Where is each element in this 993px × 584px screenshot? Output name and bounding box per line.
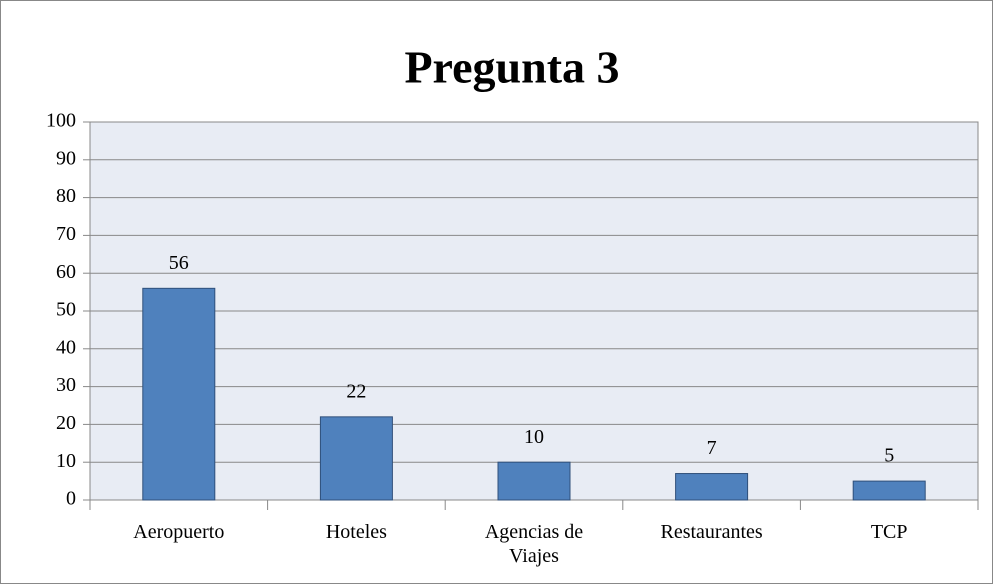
y-tick-label: 100 [46, 110, 76, 132]
chart-title: Pregunta 3 [404, 42, 619, 93]
x-tick-label: TCP [870, 521, 908, 543]
y-tick-label: 60 [56, 261, 76, 283]
y-tick-label: 80 [56, 185, 76, 207]
y-tick-label: 70 [56, 223, 76, 245]
bar [319, 416, 393, 501]
y-tick-label: 0 [66, 488, 76, 510]
data-label: 5 [884, 445, 894, 467]
y-tick-label: 50 [56, 299, 76, 321]
y-tick-label: 90 [56, 147, 76, 169]
bar [142, 287, 216, 501]
bar [852, 480, 926, 501]
y-tick-label: 20 [56, 412, 76, 434]
bar [497, 461, 571, 501]
x-tick-label: Restaurantes [660, 521, 763, 543]
bar [675, 473, 749, 501]
x-tick-label: Hoteles [325, 521, 387, 543]
y-tick-label: 10 [56, 450, 76, 472]
data-label: 22 [346, 380, 366, 402]
x-tick-label: Aeropuerto [133, 521, 225, 543]
data-label: 10 [524, 426, 544, 448]
data-label: 7 [707, 437, 717, 459]
y-tick-label: 30 [56, 374, 76, 396]
data-label: 56 [169, 252, 189, 274]
y-tick-label: 40 [56, 336, 76, 358]
x-tick-label: Agencias de Viajes [484, 521, 584, 567]
